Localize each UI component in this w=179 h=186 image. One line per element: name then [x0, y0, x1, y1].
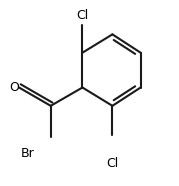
- Text: Br: Br: [21, 147, 35, 160]
- Text: Cl: Cl: [76, 9, 89, 22]
- Text: Cl: Cl: [106, 157, 118, 170]
- Text: O: O: [9, 81, 19, 94]
